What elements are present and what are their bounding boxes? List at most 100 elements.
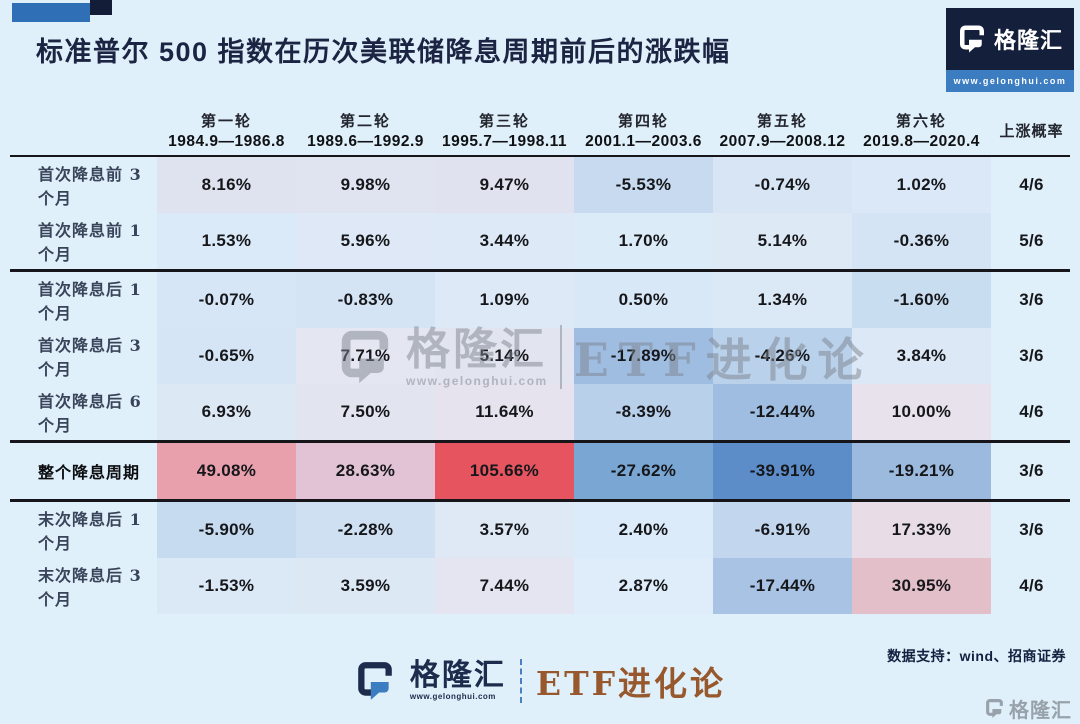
value-cell: -0.74%: [713, 157, 852, 213]
round-name: 第六轮: [895, 112, 947, 130]
footer-brand: 格隆汇: [409, 659, 506, 692]
value-cell: -2.28%: [296, 502, 435, 558]
value-cell: -4.26%: [713, 328, 852, 384]
round-period: 1989.6—1992.9: [307, 133, 424, 150]
value-cell: -5.53%: [574, 157, 713, 213]
gelonghui-g-icon: [959, 25, 984, 53]
value-cell: 1.02%: [852, 157, 991, 213]
win-probability-cell: 3/6: [1019, 461, 1044, 480]
column-header-round-3: 第三轮 1995.7—1998.11: [435, 100, 574, 155]
value-cell: 3.59%: [296, 558, 435, 614]
row-label: 末次降息后 1 个月: [38, 510, 142, 553]
row-label: 首次降息后 3 个月: [38, 336, 142, 379]
brand-url: www.gelonghui.com: [946, 70, 1074, 92]
row-label: 首次降息前 1 个月: [38, 221, 142, 264]
round-name: 第二轮: [339, 112, 391, 130]
value-cell: 8.16%: [157, 157, 296, 213]
value-cell: 2.87%: [574, 558, 713, 614]
table-row: 首次降息前 3 个月 8.16% 9.98% 9.47% -5.53% -0.74% 1.0…: [10, 157, 1070, 213]
value-cell: 1.34%: [713, 272, 852, 328]
value-cell: 5.96%: [296, 213, 435, 269]
round-name: 第四轮: [617, 112, 669, 130]
footer-series: ETF进化论: [535, 664, 727, 703]
round-name: 第三轮: [478, 112, 530, 130]
value-cell: 105.66%: [435, 443, 574, 499]
win-probability-cell: 4/6: [1019, 576, 1044, 595]
corner-brand: 格隆汇: [984, 694, 1072, 723]
value-cell: 7.71%: [296, 328, 435, 384]
value-cell: -17.44%: [713, 558, 852, 614]
value-cell: -12.44%: [713, 384, 852, 440]
value-cell: 7.50%: [296, 384, 435, 440]
table-row: 首次降息前 1 个月 1.53% 5.96% 3.44% 1.70% 5.14% -0.36…: [10, 213, 1070, 272]
footer-g-icon: [358, 662, 392, 700]
value-cell: -6.91%: [713, 502, 852, 558]
value-cell: -8.39%: [574, 384, 713, 440]
value-cell: 1.09%: [435, 272, 574, 328]
value-cell: 1.70%: [574, 213, 713, 269]
footer-brand-url: www.gelonghui.com: [409, 692, 496, 701]
value-cell: 49.08%: [157, 443, 296, 499]
round-period: 1995.7—1998.11: [441, 133, 568, 150]
row-label: 首次降息后 1 个月: [38, 280, 142, 323]
value-cell: 11.64%: [435, 384, 574, 440]
value-cell: 17.33%: [852, 502, 991, 558]
round-period: 1984.9—1986.8: [168, 133, 285, 150]
win-probability-cell: 4/6: [1019, 402, 1044, 421]
win-probability-cell: 3/6: [1019, 346, 1044, 365]
column-header-round-2: 第二轮 1989.6—1992.9: [296, 100, 435, 155]
column-header-round-6: 第六轮 2019.8—2020.4: [852, 100, 991, 155]
row-label: 整个降息周期: [38, 463, 141, 482]
table-body: 首次降息前 3 个月 8.16% 9.98% 9.47% -5.53% -0.74% 1.0…: [10, 157, 1070, 614]
value-cell: 3.84%: [852, 328, 991, 384]
round-period: 2001.1—2003.6: [585, 133, 702, 150]
accent-bar-blue: [12, 3, 90, 22]
value-cell: -0.65%: [157, 328, 296, 384]
value-cell: 6.93%: [157, 384, 296, 440]
footer-logo: 格隆汇 www.gelonghui.com ETF进化论: [0, 657, 1080, 705]
value-cell: 28.63%: [296, 443, 435, 499]
round-name: 第五轮: [756, 112, 808, 130]
brand-name: 格隆汇: [993, 28, 1063, 53]
value-cell: 5.14%: [713, 213, 852, 269]
value-cell: 7.44%: [435, 558, 574, 614]
footer-divider: [519, 659, 522, 703]
value-cell: 9.98%: [296, 157, 435, 213]
value-cell: -0.07%: [157, 272, 296, 328]
column-header-round-4: 第四轮 2001.1—2003.6: [574, 100, 713, 155]
row-label: 首次降息前 3 个月: [38, 165, 142, 208]
win-probability-cell: 5/6: [1019, 231, 1044, 250]
value-cell: 30.95%: [852, 558, 991, 614]
row-label: 首次降息后 6 个月: [38, 392, 142, 435]
round-name: 第一轮: [200, 112, 252, 130]
column-header-win-probability: 上涨概率: [999, 122, 1064, 140]
table-row: 首次降息后 1 个月 -0.07% -0.83% 1.09% 0.50% 1.34% -1.…: [10, 272, 1070, 328]
win-probability-cell: 3/6: [1019, 290, 1044, 309]
table-row: 首次降息后 6 个月 6.93% 7.50% 11.64% -8.39% -12.44% 1…: [10, 384, 1070, 443]
value-cell: -1.60%: [852, 272, 991, 328]
column-header-round-1: 第一轮 1984.9—1986.8: [157, 100, 296, 155]
brand-logo-box: 格隆汇 www.gelonghui.com: [946, 8, 1074, 92]
value-cell: -27.62%: [574, 443, 713, 499]
win-probability-cell: 3/6: [1019, 520, 1044, 539]
round-period: 2007.9—2008.12: [719, 133, 846, 150]
value-cell: 5.14%: [435, 328, 574, 384]
corner-brand-label: 格隆汇: [1009, 700, 1072, 722]
corner-g-icon: [986, 699, 1003, 718]
footer-brand-text: 格隆汇 www.gelonghui.com: [410, 661, 506, 701]
header-corner-cell: [10, 100, 157, 155]
accent-square-navy: [90, 0, 112, 15]
page-title: 标准普尔 500 指数在历次美联储降息周期前后的涨跌幅: [36, 37, 731, 67]
value-cell: 3.57%: [435, 502, 574, 558]
row-label: 末次降息后 3 个月: [38, 566, 142, 609]
column-header-round-5: 第五轮 2007.9—2008.12: [713, 100, 852, 155]
value-cell: 2.40%: [574, 502, 713, 558]
value-cell: 3.44%: [435, 213, 574, 269]
value-cell: -0.36%: [852, 213, 991, 269]
value-cell: -5.90%: [157, 502, 296, 558]
value-cell: -19.21%: [852, 443, 991, 499]
value-cell: -39.91%: [713, 443, 852, 499]
value-cell: 9.47%: [435, 157, 574, 213]
data-source-note: 数据支持：wind、招商证券: [887, 648, 1066, 664]
value-cell: -0.83%: [296, 272, 435, 328]
